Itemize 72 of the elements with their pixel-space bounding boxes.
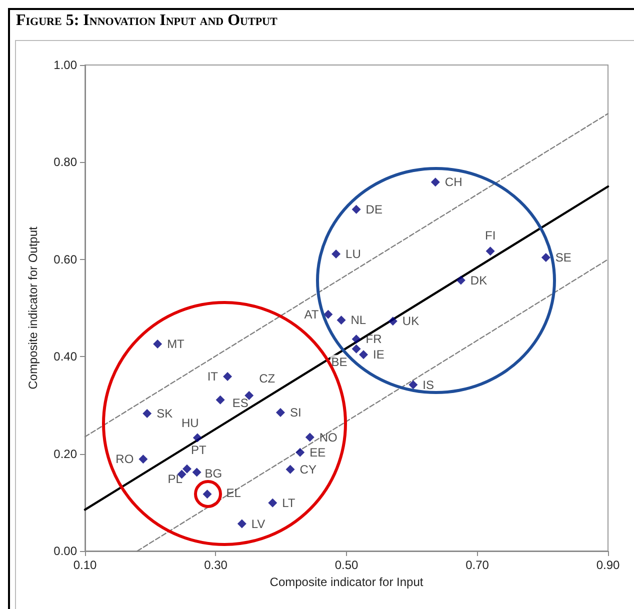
data-label: LU — [346, 247, 361, 262]
y-tick-label: 0.20 — [54, 446, 78, 461]
data-label: BG — [204, 466, 222, 480]
x-tick-label: 0.50 — [334, 558, 358, 572]
x-axis-title: Composite indicator for Input — [270, 574, 424, 589]
x-tick-label: 0.10 — [73, 558, 97, 572]
data-label: FI — [484, 228, 496, 243]
point — [244, 390, 254, 400]
y-tick-label: 0.60 — [54, 252, 78, 266]
data-label: IE — [372, 348, 384, 362]
point — [324, 310, 333, 319]
point — [237, 519, 246, 528]
data-label: NL — [350, 313, 366, 328]
point — [153, 339, 162, 348]
data-label: CZ — [259, 371, 276, 386]
data-label: EE — [310, 445, 326, 460]
data-label: BE — [331, 354, 348, 369]
data-label: LV — [251, 516, 266, 531]
data-label: MT — [167, 336, 186, 351]
point — [192, 468, 202, 477]
point — [541, 252, 550, 262]
point — [456, 276, 466, 285]
point — [388, 316, 398, 326]
point — [336, 316, 346, 325]
y-axis-title: Composite indicator for Output — [26, 226, 40, 390]
data-label: SK — [156, 406, 173, 420]
chart-title: Figure 5: Innovation Input and Output — [16, 12, 278, 30]
point — [138, 454, 148, 464]
data-label: PT — [190, 442, 207, 457]
y-tick-label: 1.00 — [54, 58, 78, 72]
point — [182, 464, 192, 474]
data-label: IT — [207, 370, 219, 384]
point — [352, 204, 361, 214]
y-tick-label: 0.00 — [54, 544, 78, 558]
point — [216, 395, 225, 404]
data-label: CH — [444, 175, 462, 190]
point — [142, 408, 152, 418]
x-tick-label: 0.70 — [466, 558, 490, 572]
y-tick-label: 0.40 — [54, 350, 78, 364]
data-label: RO — [116, 452, 134, 466]
data-label: CY — [300, 462, 316, 476]
y-tick-label: 0.80 — [54, 155, 78, 170]
data-label: FR — [366, 332, 382, 346]
data-label: NO — [319, 430, 338, 444]
point — [296, 448, 305, 457]
x-tick-label: 0.30 — [204, 558, 228, 572]
point — [192, 433, 202, 442]
point — [332, 250, 341, 259]
point — [352, 344, 361, 354]
point — [305, 432, 314, 442]
point — [430, 178, 440, 187]
data-label: HU — [181, 416, 199, 430]
point — [286, 464, 295, 474]
data-label: SI — [290, 405, 302, 420]
data-label: AT — [304, 307, 320, 322]
data-label: DK — [470, 273, 488, 288]
data-label: DE — [366, 202, 382, 216]
data-label: UK — [402, 314, 420, 328]
data-label: SE — [555, 250, 572, 264]
point — [268, 498, 278, 508]
data-label: EL — [226, 486, 242, 500]
point — [358, 350, 368, 360]
data-label: PL — [168, 472, 183, 486]
point — [223, 372, 232, 382]
x-tick-label: 0.90 — [596, 558, 620, 572]
data-label: LT — [282, 496, 296, 510]
point — [408, 380, 418, 390]
data-label: IS — [422, 378, 434, 392]
point — [352, 334, 361, 344]
data-label: ES — [232, 396, 248, 410]
point — [276, 408, 285, 417]
point — [486, 246, 495, 256]
